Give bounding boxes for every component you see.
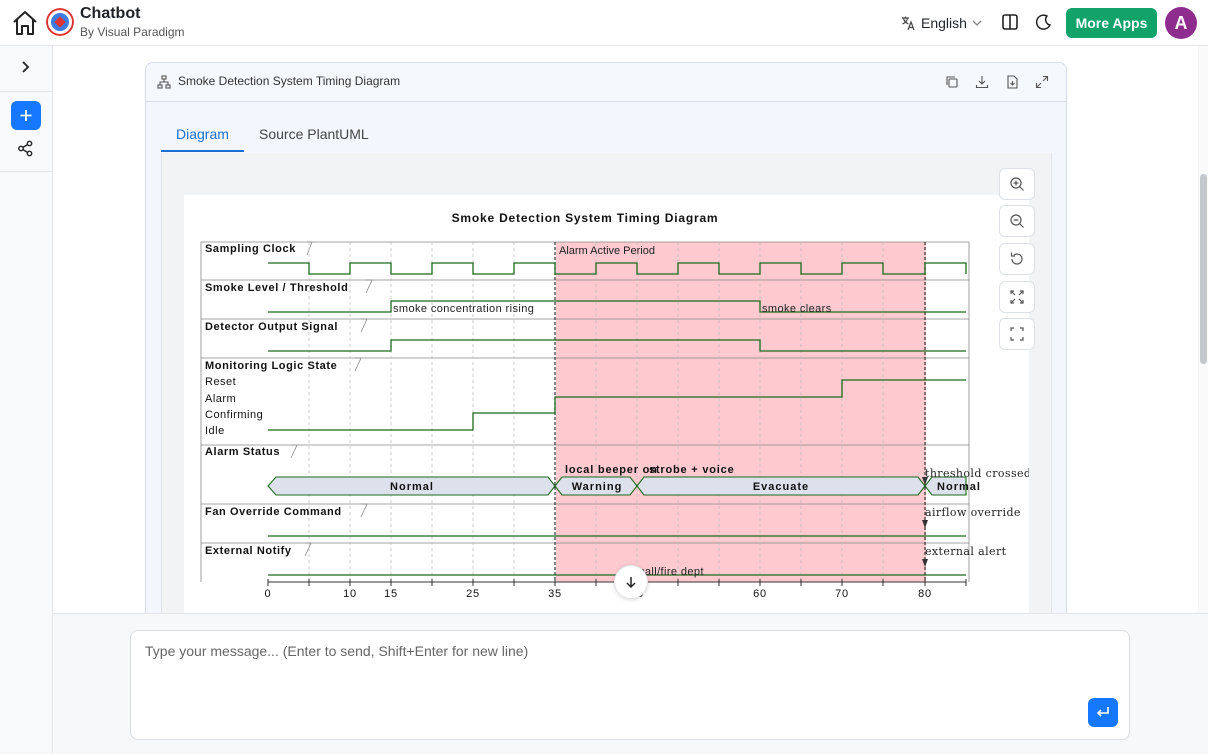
sampling-clock-waveform <box>268 262 967 275</box>
fullscreen-button[interactable] <box>999 318 1035 350</box>
sidebar <box>0 46 53 753</box>
more-apps-button[interactable]: More Apps <box>1066 8 1157 38</box>
alarm-state-label-warning: Warning <box>572 481 623 493</box>
alarm-state-label-normal: Normal <box>390 481 434 493</box>
export-file-icon[interactable] <box>1005 75 1019 89</box>
panel-toggle-icon[interactable] <box>1001 13 1019 31</box>
language-label: English <box>921 15 967 31</box>
plus-icon <box>20 110 32 121</box>
lane-label-sampling-clock: Sampling Clock <box>205 243 296 255</box>
note-strobe-voice: strobe + voice <box>649 464 734 476</box>
note-fire-dept: call/fire dept <box>639 566 704 578</box>
fit-to-screen-button[interactable] <box>999 281 1035 313</box>
enter-icon <box>1096 707 1109 717</box>
axis-tick-label: 70 <box>835 588 849 600</box>
axis-tick-label: 15 <box>384 588 398 600</box>
zoom-in-icon <box>1010 177 1024 191</box>
fit-screen-icon <box>1010 290 1024 304</box>
note-airflow-override: airflow override <box>925 506 1021 519</box>
dark-mode-icon[interactable] <box>1035 13 1053 31</box>
diagram-icon <box>157 75 171 89</box>
new-chat-button[interactable] <box>11 101 41 130</box>
note-external-alert: external alert <box>925 545 1007 558</box>
tab-diagram[interactable]: Diagram <box>176 126 229 142</box>
tab-source-plantuml[interactable]: Source PlantUML <box>259 126 369 142</box>
lane-label-monitoring-logic: Monitoring Logic State <box>205 360 337 372</box>
lane-label-alarm-status: Alarm Status <box>205 446 280 458</box>
logic-state-reset: Reset <box>205 376 236 388</box>
diagram-viewer: Smoke Detection System Timing Diagram Al… <box>161 153 1052 613</box>
diagram-title: Smoke Detection System Timing Diagram <box>452 211 719 225</box>
rotate-ccw-icon <box>1010 252 1023 265</box>
detector-output-waveform <box>268 339 966 352</box>
lane-label-external-notify: External Notify <box>205 545 292 557</box>
lane-label-notches <box>290 241 373 557</box>
card-title: Smoke Detection System Timing Diagram <box>178 74 401 88</box>
card-header: Smoke Detection System Timing Diagram <box>146 63 1066 102</box>
diagram-card: Smoke Detection System Timing Diagram Di… <box>145 62 1067 613</box>
lane-label-smoke-level: Smoke Level / Threshold <box>205 282 348 294</box>
arrow-down-icon <box>626 577 636 589</box>
download-icon[interactable] <box>975 75 989 89</box>
zoom-out-icon <box>1010 214 1024 228</box>
chevron-down-icon <box>972 20 982 26</box>
timing-diagram[interactable]: Smoke Detection System Timing Diagram Al… <box>184 195 1029 613</box>
alarm-period-label: Alarm Active Period <box>559 245 655 257</box>
scroll-to-bottom-button[interactable] <box>614 565 648 599</box>
note-local-beeper: local beeper on <box>565 464 658 476</box>
note-arrows <box>922 477 928 567</box>
time-gridlines <box>308 242 884 582</box>
axis-tick-label: 35 <box>548 588 562 600</box>
axis-tick-label: 10 <box>343 588 357 600</box>
expand-icon[interactable] <box>1035 75 1049 89</box>
copy-icon[interactable] <box>945 75 959 89</box>
share-icon[interactable] <box>17 140 34 157</box>
active-tab-indicator <box>161 150 244 152</box>
axis-tick-label: 60 <box>753 588 767 600</box>
fullscreen-icon <box>1010 327 1024 341</box>
logic-state-idle: Idle <box>205 425 225 437</box>
monitoring-logic-waveform <box>268 379 966 431</box>
axis-tick-label: 25 <box>466 588 480 600</box>
lane-label-fan-override: Fan Override Command <box>205 506 342 518</box>
top-bar: Chatbot By Visual Paradigm English More … <box>0 0 1208 46</box>
app-title: Chatbot <box>80 5 141 22</box>
page-scrollbar[interactable] <box>1199 46 1208 613</box>
scrollbar-thumb[interactable] <box>1200 174 1207 364</box>
axis-tick-label: 80 <box>918 588 932 600</box>
zoom-in-button[interactable] <box>999 168 1035 200</box>
zoom-out-button[interactable] <box>999 205 1035 237</box>
chat-area: Smoke Detection System Timing Diagram Di… <box>53 46 1198 613</box>
user-avatar[interactable]: A <box>1165 7 1197 39</box>
send-button[interactable] <box>1088 698 1118 727</box>
app-subtitle: By Visual Paradigm <box>80 25 185 39</box>
diagram-frame <box>200 241 970 582</box>
visual-paradigm-logo <box>46 8 74 36</box>
reset-view-button[interactable] <box>999 243 1035 275</box>
logic-state-confirming: Confirming <box>205 409 263 421</box>
chevron-right-icon[interactable] <box>16 58 34 76</box>
alarm-state-label-evacuate: Evacuate <box>753 481 809 493</box>
note-smoke-rising: smoke concentration rising <box>393 303 534 315</box>
language-selector[interactable]: English <box>900 13 982 33</box>
message-input[interactable] <box>143 641 1047 705</box>
alarm-state-normal-end <box>924 476 967 496</box>
diagram-tabs: Diagram Source PlantUML <box>161 116 1051 154</box>
message-input-box <box>130 630 1130 740</box>
axis-tick-label: 0 <box>265 588 272 600</box>
composer-area <box>53 613 1208 754</box>
sidebar-divider <box>0 91 52 92</box>
sidebar-divider <box>0 171 52 172</box>
alarm-state-label-normal-end: Normal <box>937 481 981 493</box>
translate-icon <box>902 16 915 31</box>
smoke-level-waveform <box>268 300 966 313</box>
logic-state-alarm: Alarm <box>205 393 236 405</box>
home-icon[interactable] <box>11 9 39 37</box>
lane-label-detector-output: Detector Output Signal <box>205 321 338 333</box>
note-smoke-clears: smoke clears <box>762 303 832 315</box>
note-threshold-crossed: threshold crossed <box>925 467 1029 480</box>
alarm-active-region <box>556 242 926 582</box>
